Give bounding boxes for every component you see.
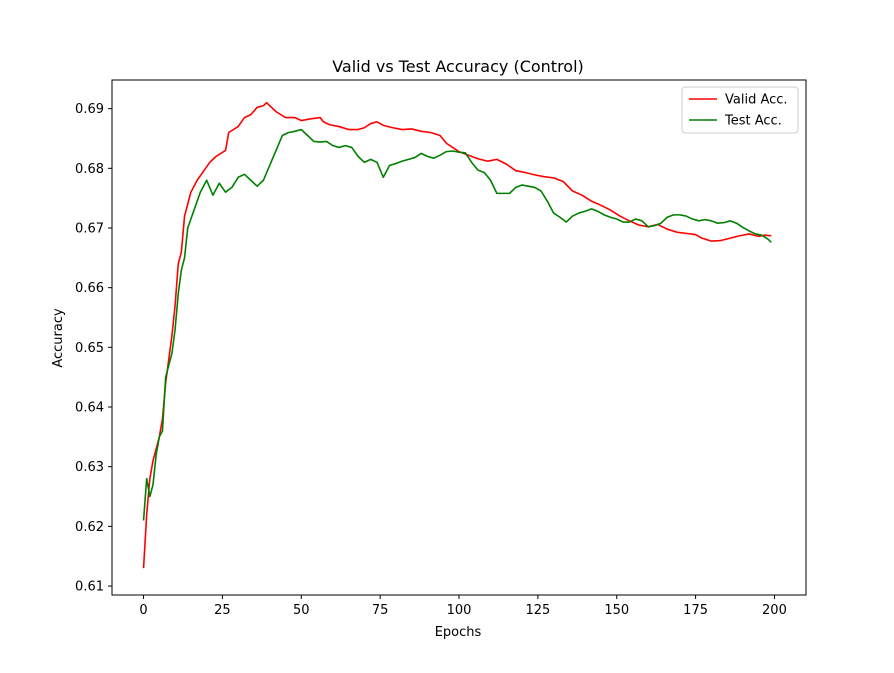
series-layer: [142, 101, 772, 569]
x-axis-label: Epochs: [435, 625, 482, 640]
chart-title: Valid vs Test Accuracy (Control): [332, 57, 584, 76]
x-tick-label: 175: [683, 603, 708, 618]
x-tick-label: 150: [604, 603, 629, 618]
y-tick-label: 0.68: [75, 162, 104, 177]
x-tick-label: 25: [214, 603, 231, 618]
x-tick-label: 125: [525, 603, 550, 618]
y-tick-label: 0.66: [75, 281, 104, 296]
y-tick-label: 0.61: [75, 580, 104, 595]
legend-label: Valid Acc.: [725, 93, 788, 108]
x-tick-label: 100: [447, 603, 472, 618]
y-tick-label: 0.64: [75, 401, 104, 416]
legend: Valid Acc. Test Acc.: [681, 86, 799, 134]
plot-area: [112, 80, 806, 595]
legend-label: Test Acc.: [724, 114, 782, 129]
y-axis: 0.61 0.62 0.63 0.64 0.65 0.66 0.67 0.68 0.69: [75, 102, 112, 595]
series-line-valid-acc: [142, 101, 772, 569]
y-axis-label: Accuracy: [51, 308, 66, 368]
plot-border: [111, 79, 807, 596]
y-tick-label: 0.65: [75, 341, 104, 356]
x-tick-label: 200: [762, 603, 787, 618]
y-tick-label: 0.69: [75, 102, 104, 117]
x-axis: 0 25 50 75 100 125 150 175 200: [139, 595, 787, 618]
series-line-test-acc: [142, 128, 772, 521]
y-tick-label: 0.63: [75, 460, 104, 475]
x-tick-label: 75: [372, 603, 389, 618]
x-tick-label: 50: [293, 603, 310, 618]
y-tick-label: 0.67: [75, 221, 104, 236]
y-tick-label: 0.62: [75, 520, 104, 535]
x-tick-label: 0: [139, 603, 147, 618]
